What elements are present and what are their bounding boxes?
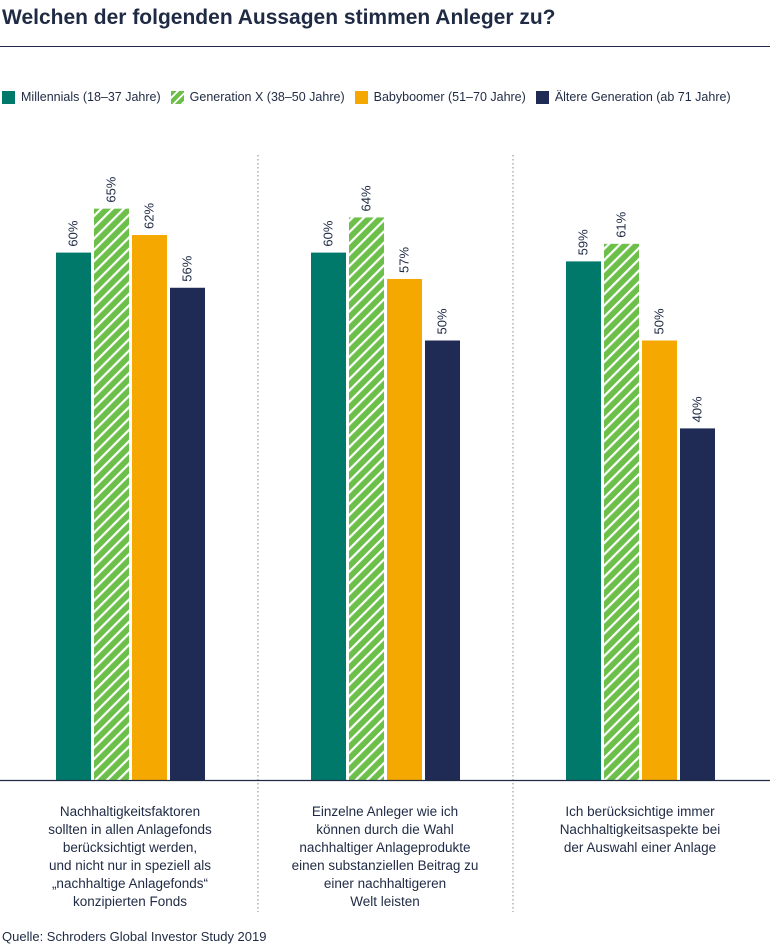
category-label: Einzelne Anleger wie ich können durch die… <box>260 803 510 911</box>
bar-value-label: 50% <box>652 308 667 334</box>
bar-value-label: 65% <box>104 176 119 202</box>
bar-value-label: 59% <box>576 229 591 255</box>
category-label-line: Nachhaltigkeitsaspekte bei <box>559 822 721 837</box>
bar-value-label: 40% <box>690 396 705 422</box>
category-label-line: konzipierten Fonds <box>72 894 188 909</box>
legend-swatch <box>170 90 184 104</box>
legend-label: Ältere Generation (ab 71 Jahre) <box>554 90 731 104</box>
category-label-line: berücksichtigt werden, <box>62 840 198 855</box>
bar <box>94 208 129 780</box>
bar-value-label: 60% <box>321 220 336 246</box>
category-label-line: Welt leisten <box>350 894 420 909</box>
category-label-line: Einzelne Anleger wie ich <box>311 804 459 819</box>
bar <box>56 252 91 781</box>
bar <box>425 340 460 780</box>
bar-value-label: 62% <box>142 203 157 229</box>
bar-value-label: 56% <box>180 255 195 281</box>
category-label-line: einer nachhaltigeren <box>323 876 447 891</box>
bar-chart: 60% 65% 62% 56% 60% 64% 57% 50% 59% 61% 50% 40% <box>0 155 770 912</box>
category-label-line: Ich berücksichtige immer <box>565 804 715 819</box>
title-divider <box>0 46 770 47</box>
category-label-line: können durch die Wahl <box>316 822 454 837</box>
category-label-line: sollten in allen Anlagefonds <box>48 822 212 837</box>
legend-label: Millennials (18–37 Jahre) <box>21 90 161 104</box>
bar <box>680 428 715 780</box>
legend-swatch <box>2 90 15 104</box>
chart-title: Welchen der folgenden Aussagen stimmen A… <box>2 6 556 29</box>
category-label: Ich berücksichtige immer Nachhaltigkeitsa… <box>515 803 765 857</box>
legend-label: Generation X (38–50 Jahre) <box>189 90 345 104</box>
legend-item: Millennials (18–37 Jahre) <box>2 90 161 104</box>
bar <box>311 252 346 781</box>
bars-layer: 60% 65% 62% 56% 60% 64% 57% 50% 59% 61% 50% 40% <box>0 155 770 912</box>
legend-swatch <box>354 90 368 104</box>
category-label-line: und nicht nur in speziell als <box>48 858 212 873</box>
legend-swatch <box>535 90 549 104</box>
legend-item: Ältere Generation (ab 71 Jahre) <box>535 90 731 104</box>
category-label-line: einen substanziellen Beitrag zu <box>291 858 479 873</box>
bar <box>132 235 167 780</box>
bar <box>566 261 601 780</box>
bar-value-label: 64% <box>359 185 374 211</box>
legend: Millennials (18–37 Jahre) Generation X (3… <box>2 88 770 106</box>
bar <box>349 217 384 780</box>
bar-value-label: 57% <box>397 247 412 273</box>
category-label-line: der Auswahl einer Anlage <box>563 840 717 855</box>
bar-value-label: 50% <box>435 308 450 334</box>
bar <box>170 287 205 780</box>
bar <box>642 340 677 780</box>
category-label: Nachhaltigkeitsfaktoren sollten in allen … <box>5 803 255 911</box>
source-note: Quelle: Schroders Global Investor Study … <box>2 929 267 944</box>
legend-item: Babyboomer (51–70 Jahre) <box>354 90 526 104</box>
category-label-line: nachhaltiger Anlageprodukte <box>299 840 471 855</box>
legend-item: Generation X (38–50 Jahre) <box>170 90 345 104</box>
category-label-line: Nachhaltigkeitsfaktoren <box>59 804 201 819</box>
bar-value-label: 60% <box>66 220 81 246</box>
bar <box>387 278 422 780</box>
bar-value-label: 61% <box>614 211 629 237</box>
category-label-line: „nachhaltige Anlagefonds“ <box>51 876 209 891</box>
legend-label: Babyboomer (51–70 Jahre) <box>373 90 526 104</box>
bar <box>604 243 639 780</box>
